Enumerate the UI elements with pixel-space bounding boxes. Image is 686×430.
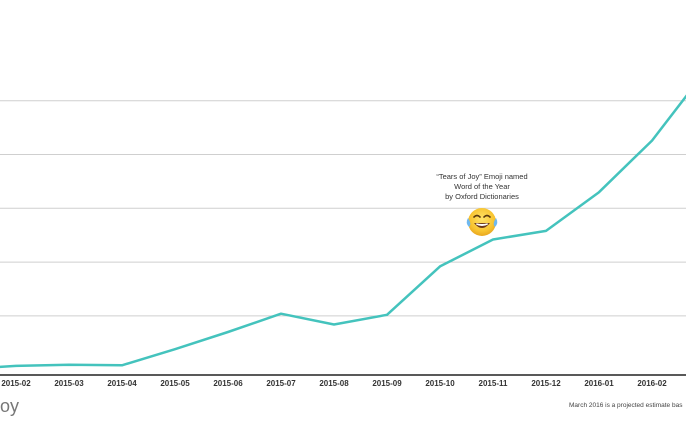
footnote: March 2016 is a projected estimate bas (569, 402, 683, 409)
brand-text-fragment: oy (0, 396, 20, 416)
x-tick-label: 2015-11 (479, 379, 508, 388)
x-tick-label: 2015-04 (107, 379, 137, 388)
x-tick-label: 2015-12 (531, 379, 561, 388)
tears-of-joy-emoji-icon (465, 205, 499, 239)
annotation-line-2: Word of the Year (454, 182, 510, 191)
annotation-text: “Tears of Joy” Emoji named Word of the Y… (423, 172, 541, 202)
series-group (0, 94, 686, 369)
x-tick-label: 2015-09 (372, 379, 402, 388)
x-tick-label: 2015-06 (213, 379, 243, 388)
x-axis-ticks: 2015-02 2015-03 2015-04 2015-05 2015-06 2015-… (1, 379, 667, 388)
gridlines (0, 100, 686, 376)
x-tick-label: 2015-05 (160, 379, 190, 388)
x-tick-label: 2016-02 (637, 379, 667, 388)
annotation-line-1: “Tears of Joy” Emoji named (436, 172, 528, 181)
x-tick-label: 2015-02 (1, 379, 31, 388)
x-tick-label: 2016-01 (584, 379, 614, 388)
x-tick-label: 2015-03 (54, 379, 84, 388)
x-tick-label: 2015-08 (319, 379, 349, 388)
series-line-0 (0, 94, 686, 369)
x-tick-label: 2015-07 (266, 379, 296, 388)
annotation-line-3: by Oxford Dictionaries (445, 192, 519, 201)
x-tick-label: 2015-10 (425, 379, 455, 388)
